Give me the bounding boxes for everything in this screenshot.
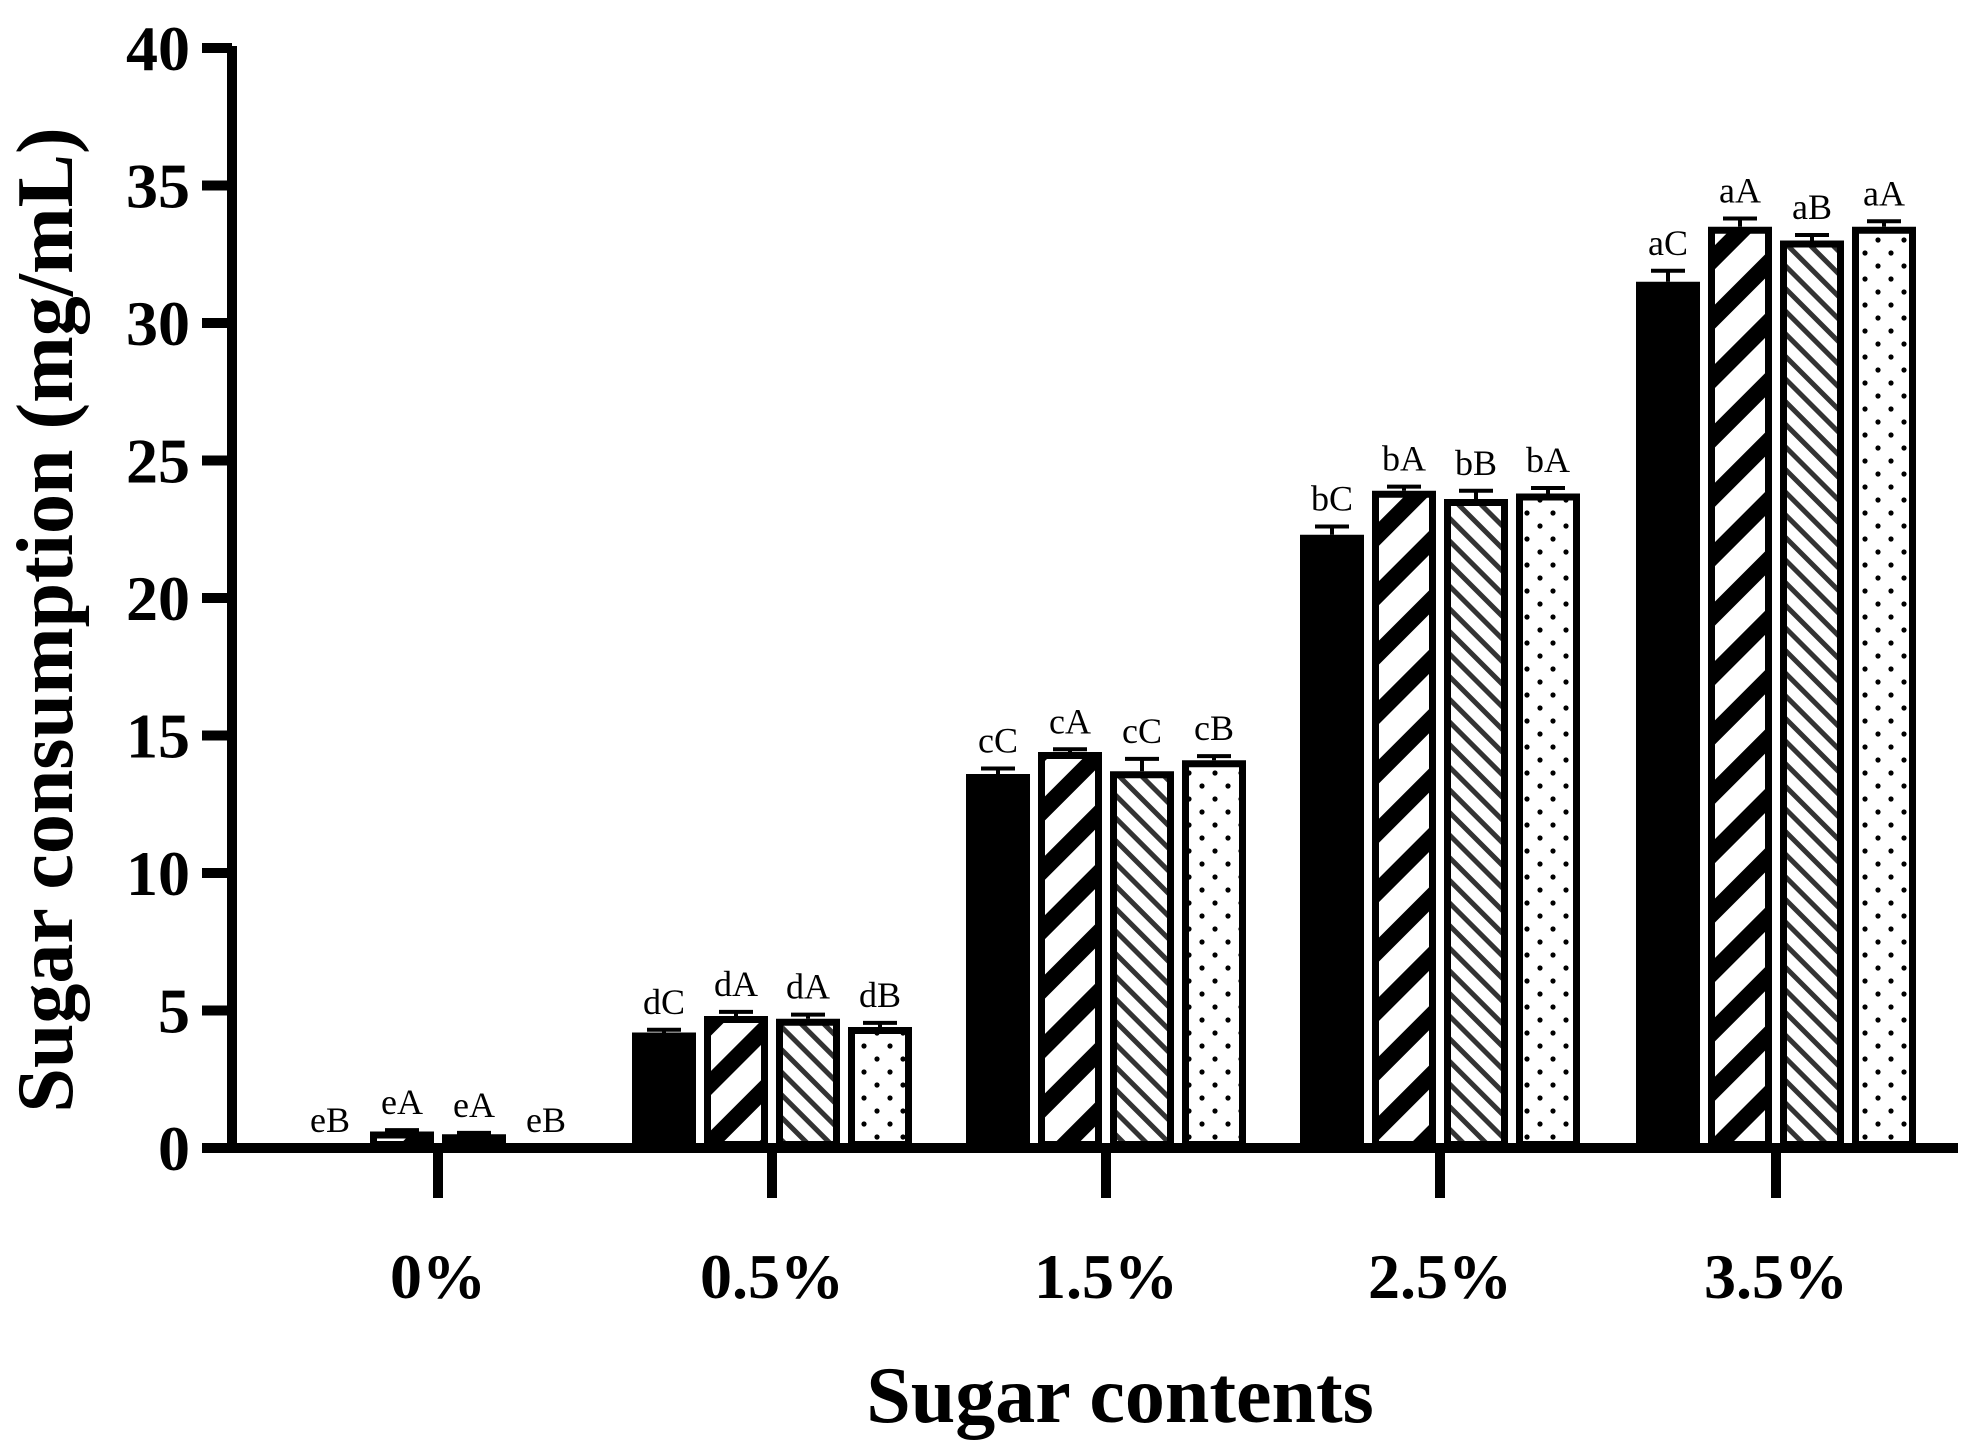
bar: [1182, 760, 1246, 1148]
bars: [370, 216, 1916, 1148]
significance-label: dA: [714, 964, 758, 1004]
y-tick-label: 30: [126, 288, 190, 359]
significance-label: eA: [381, 1082, 423, 1122]
significance-label: cC: [978, 721, 1018, 761]
y-tick-label: 10: [126, 838, 190, 909]
significance-label: bC: [1311, 479, 1353, 519]
bar: [370, 1131, 434, 1148]
bar: [1300, 534, 1364, 1148]
x-tick-label: 0.5%: [700, 1241, 844, 1312]
bar: [1780, 240, 1844, 1148]
significance-label: cB: [1194, 708, 1234, 748]
bar: [1372, 490, 1436, 1148]
bar: [1038, 752, 1102, 1148]
significance-label: aC: [1648, 223, 1688, 263]
x-tick-label: 0%: [390, 1241, 486, 1312]
significance-label: eA: [453, 1085, 495, 1125]
bar: [1516, 493, 1580, 1148]
x-axis-title: Sugar contents: [866, 1352, 1373, 1440]
significance-label: eB: [310, 1100, 350, 1140]
y-tick-label: 5: [158, 976, 190, 1047]
significance-label: dC: [643, 982, 685, 1022]
significance-label: aB: [1792, 187, 1832, 227]
significance-label: bB: [1455, 443, 1497, 483]
bar: [632, 1032, 696, 1148]
y-tick-label: 20: [126, 563, 190, 634]
bar: [1444, 499, 1508, 1148]
x-tick-label: 2.5%: [1368, 1241, 1512, 1312]
significance-label: cA: [1049, 701, 1091, 741]
x-tick-label: 1.5%: [1034, 1241, 1178, 1312]
bar: [1708, 226, 1772, 1148]
bar: [1852, 226, 1916, 1148]
significance-labels: eB dC cC bC aC eA dA cA bA aA eA dA cC bB aB eB dB cB bA aA: [310, 171, 1905, 1141]
significance-label: aA: [1719, 171, 1761, 211]
bar: [442, 1134, 506, 1148]
bar: [848, 1027, 912, 1148]
bar: [1636, 281, 1700, 1148]
y-axis-title: Sugar consumption (mg/mL): [2, 127, 90, 1112]
significance-label: dB: [859, 975, 901, 1015]
bar: [776, 1018, 840, 1148]
bar: [1110, 771, 1174, 1148]
y-axis: 0 5 10 15 20 25 30 35 40: [126, 13, 237, 1184]
y-tick-label: 15: [126, 701, 190, 772]
x-tick-label: 3.5%: [1704, 1241, 1848, 1312]
significance-label: eB: [526, 1100, 566, 1140]
y-tick-label: 35: [126, 151, 190, 222]
x-axis: 0% 0.5% 1.5% 2.5% 3.5%: [227, 1143, 1958, 1312]
significance-label: aA: [1863, 173, 1905, 213]
y-tick-label: 40: [126, 13, 190, 84]
bar: [704, 1016, 768, 1148]
bar: [966, 774, 1030, 1148]
significance-label: dA: [786, 967, 830, 1007]
y-tick-label: 0: [158, 1113, 190, 1184]
significance-label: bA: [1526, 440, 1570, 480]
significance-label: cC: [1122, 711, 1162, 751]
y-tick-label: 25: [126, 426, 190, 497]
significance-label: bA: [1382, 439, 1426, 479]
